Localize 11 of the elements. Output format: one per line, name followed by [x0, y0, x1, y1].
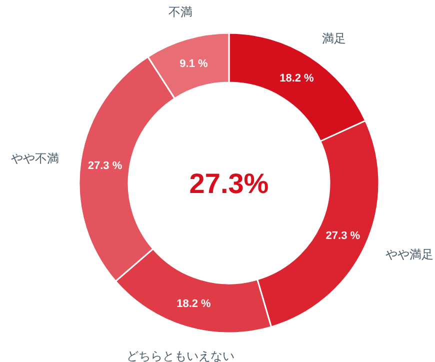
slice-label: 不満	[168, 4, 193, 19]
data-label: 27.3 %	[326, 230, 360, 242]
slice-label: 満足	[322, 31, 346, 46]
data-label: 18.2 %	[280, 72, 314, 85]
text: 27.3%	[189, 168, 269, 199]
data-label: 18.2 %	[176, 298, 212, 310]
slice-label: やや不満	[10, 152, 59, 166]
slice-label: やや満足	[385, 247, 434, 262]
data-label: 9.1 %	[180, 58, 208, 70]
slice-label: どちらともいえない	[126, 349, 235, 362]
data-label: 27.3 %	[88, 160, 122, 172]
